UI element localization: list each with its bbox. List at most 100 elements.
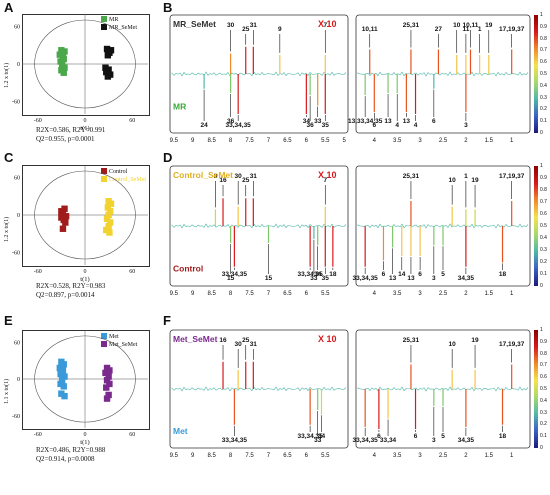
score-plot-frame [22,330,150,430]
data-point [106,367,113,374]
x-tick-label: 9.5 [170,138,179,144]
x-tick-label: 7.5 [245,138,254,144]
data-point [59,225,67,232]
colorbar-tick-label: 0.6 [540,59,547,66]
peak-label: 5 [441,433,445,440]
peak-label: 6 [373,122,377,129]
stats-line: Q2=0.897, p=0.0014 [36,291,95,299]
group-label-top: Control_SeMet [173,170,233,180]
peak-label: 30 [227,22,235,29]
group-label-top: MR_SeMet [173,19,216,29]
colorbar-tick-label: 0.9 [540,175,547,181]
x-tick-label: 3.5 [393,453,402,459]
data-point [57,370,64,378]
peak-label: 3 [432,437,436,444]
x-tick-label: 2.5 [439,291,448,297]
x-tick-label: 3.5 [393,291,402,297]
peak-label: 33,34,35 [353,275,379,282]
colorbar-tick-label: 1 [540,12,543,18]
x-tick-label: 9 [191,291,195,297]
colorbar-tick-label: 0.5 [540,71,547,77]
legend-item: Met_SeMet [101,341,137,349]
x-tick-label: 1.5 [485,453,494,459]
data-point [105,391,112,399]
spectrum-baseline [357,71,529,77]
peak-label: 15 [265,275,273,282]
peak-label: 13 [384,118,392,125]
x-tick-label: 1 [510,138,514,144]
peak-label: 25 [242,26,250,33]
peak-label: 33,34,35 [226,122,252,129]
colorbar [534,166,538,286]
x-tick-label: 60 [129,118,135,124]
data-point [103,395,111,402]
panel-letter-f: F [163,313,171,328]
data-point [59,367,67,374]
spectrum-baseline [171,223,347,229]
colorbar-tick-label: 1 [540,327,543,333]
peak-label: 33 [314,118,322,125]
data-point [105,211,112,219]
peak-label: 33,34,35 [353,437,379,444]
peak-label: 5 [441,271,445,278]
x-tick-label: 0 [84,269,87,275]
x-tick-label: 4 [373,453,377,459]
stats-line: Q2=0.914, p=0.0008 [36,455,95,463]
peak-label: 34,35 [458,275,475,282]
x-tick-label: 5.5 [321,138,330,144]
peak-label: 6 [418,271,422,278]
y-tick-label: 60 [14,176,20,182]
colorbar-tick-label: 0.4 [540,397,547,404]
colorbar-tick-label: 0.3 [540,247,547,253]
peak-label: 17,19,37 [499,173,525,180]
spectrum-baseline [357,386,529,392]
colorbar-tick-label: 0.8 [540,350,547,357]
colorbar-tick-label: 0.3 [540,409,547,416]
peak-label: 16 [219,337,227,344]
peak-label: 16 [219,177,227,184]
peak-label: 7 [323,22,327,29]
legend-item: Met [101,333,137,341]
data-point [107,208,114,215]
colorbar-tick-label: 0.5 [540,223,547,229]
peak-label: 17,19,37 [499,26,525,33]
peak-label: 33,34,35 [222,271,248,278]
colorbar-tick-label: 0.8 [540,35,547,42]
peak-label: 15 [227,275,235,282]
x-tick-label: 6 [305,291,309,297]
peak-label: 35 [322,275,330,282]
panel-letter-b: B [163,0,173,15]
data-point [60,361,67,368]
legend-label: Met [109,334,119,340]
x-tick-label: 4 [373,291,377,297]
peak-label: 25,31 [403,173,420,180]
peak-label: 19 [485,22,493,29]
y-tick-label: 60 [14,25,20,31]
peak-label: 25,31 [403,337,420,344]
colorbar-tick-label: 0.3 [540,94,547,101]
peak-label: 6 [377,433,381,440]
x-tick-label: 3 [418,453,422,459]
legend-item: Control [101,168,146,176]
peak-label: 36 [307,122,315,129]
peak-label: 3 [464,122,468,129]
data-point [104,204,112,211]
spectrum-frame-right [355,329,531,449]
group-label-top: Met_SeMet [173,334,218,344]
x-tick-label: 5.5 [321,291,330,297]
peak-label: 10,11 [463,22,479,29]
stats-line: R2X=0.586, R2Y=0.991 [36,126,106,134]
legend: Met Met_SeMet [101,333,137,349]
x-tick-label: 2 [464,291,468,297]
colorbar-tick-label: 0.2 [540,421,547,428]
legend-swatch [101,168,107,174]
peak-label: 1 [464,173,468,180]
peak-label: 36 [227,118,235,125]
group-label-bottom: MR [173,101,186,111]
legend-swatch [101,333,107,339]
x-tick-label: 6 [305,138,309,144]
spectrum-frame-left [169,329,349,449]
